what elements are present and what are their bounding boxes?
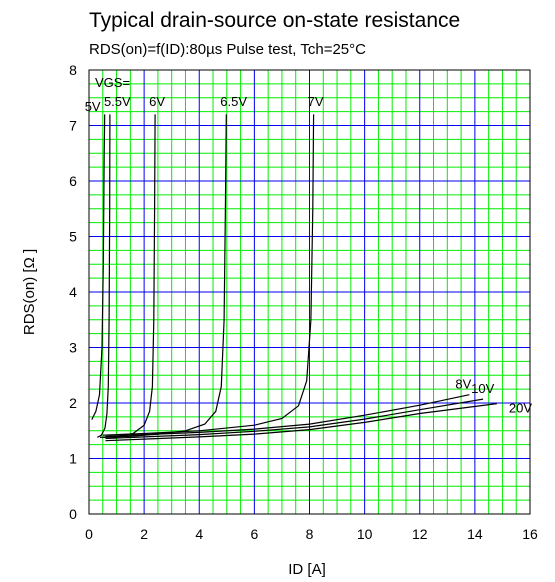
y-tick-label: 8 — [69, 62, 77, 78]
y-tick-label: 1 — [69, 451, 77, 467]
y-tick-label: 4 — [69, 284, 77, 300]
x-tick-label: 4 — [195, 526, 203, 542]
x-tick-label: 10 — [357, 526, 373, 542]
y-tick-label: 7 — [69, 118, 77, 134]
x-tick-label: 6 — [250, 526, 258, 542]
series-line-20v — [105, 403, 497, 442]
series-label-7v: 7V — [308, 94, 324, 109]
y-tick-label: 6 — [69, 173, 77, 189]
series-label-5-5v: 5.5V — [104, 94, 131, 109]
chart-title: Typical drain-source on-state resistance — [89, 9, 460, 32]
y-tick-label: 2 — [69, 395, 77, 411]
series-label-5v: 5V — [85, 99, 101, 114]
curves — [91, 114, 497, 442]
series-line-10v — [105, 398, 484, 440]
x-tick-label: 12 — [412, 526, 428, 542]
x-tick-labels: 0 2 4 6 8 10 12 14 16 — [85, 526, 538, 542]
series-line-5v — [91, 114, 106, 420]
series-line-5-5v — [97, 114, 111, 438]
series-label-6v: 6V — [149, 94, 165, 109]
plot-frame — [88, 69, 531, 515]
series-line-7v — [102, 114, 315, 436]
series-caption: VGS= — [95, 75, 130, 90]
series-label-20v: 20V — [509, 401, 532, 416]
y-tick-label: 0 — [69, 506, 77, 522]
y-tick-label: 5 — [69, 229, 77, 245]
x-axis-label: ID [A] — [288, 561, 326, 578]
x-tick-label: 8 — [306, 526, 314, 542]
series-label-10v: 10V — [471, 381, 494, 396]
series-label-8v: 8V — [455, 377, 471, 392]
y-axis-label: RDS(on) [Ω ] — [21, 249, 38, 335]
chart-subtitle: RDS(on)=f(ID):80µs Pulse test, Tch=25°C — [89, 41, 366, 58]
y-tick-labels: 0 1 2 3 4 5 6 7 8 — [69, 62, 77, 522]
series-line-8v — [105, 394, 470, 437]
series-labels: 5V 5.5V 6V 6.5V 7V 8V 10V 20V — [85, 94, 533, 416]
x-tick-label: 14 — [467, 526, 483, 542]
series-label-6-5v: 6.5V — [220, 94, 247, 109]
y-tick-label: 3 — [69, 340, 77, 356]
x-tick-label: 16 — [522, 526, 538, 542]
x-tick-label: 2 — [140, 526, 148, 542]
x-tick-label: 0 — [85, 526, 93, 542]
